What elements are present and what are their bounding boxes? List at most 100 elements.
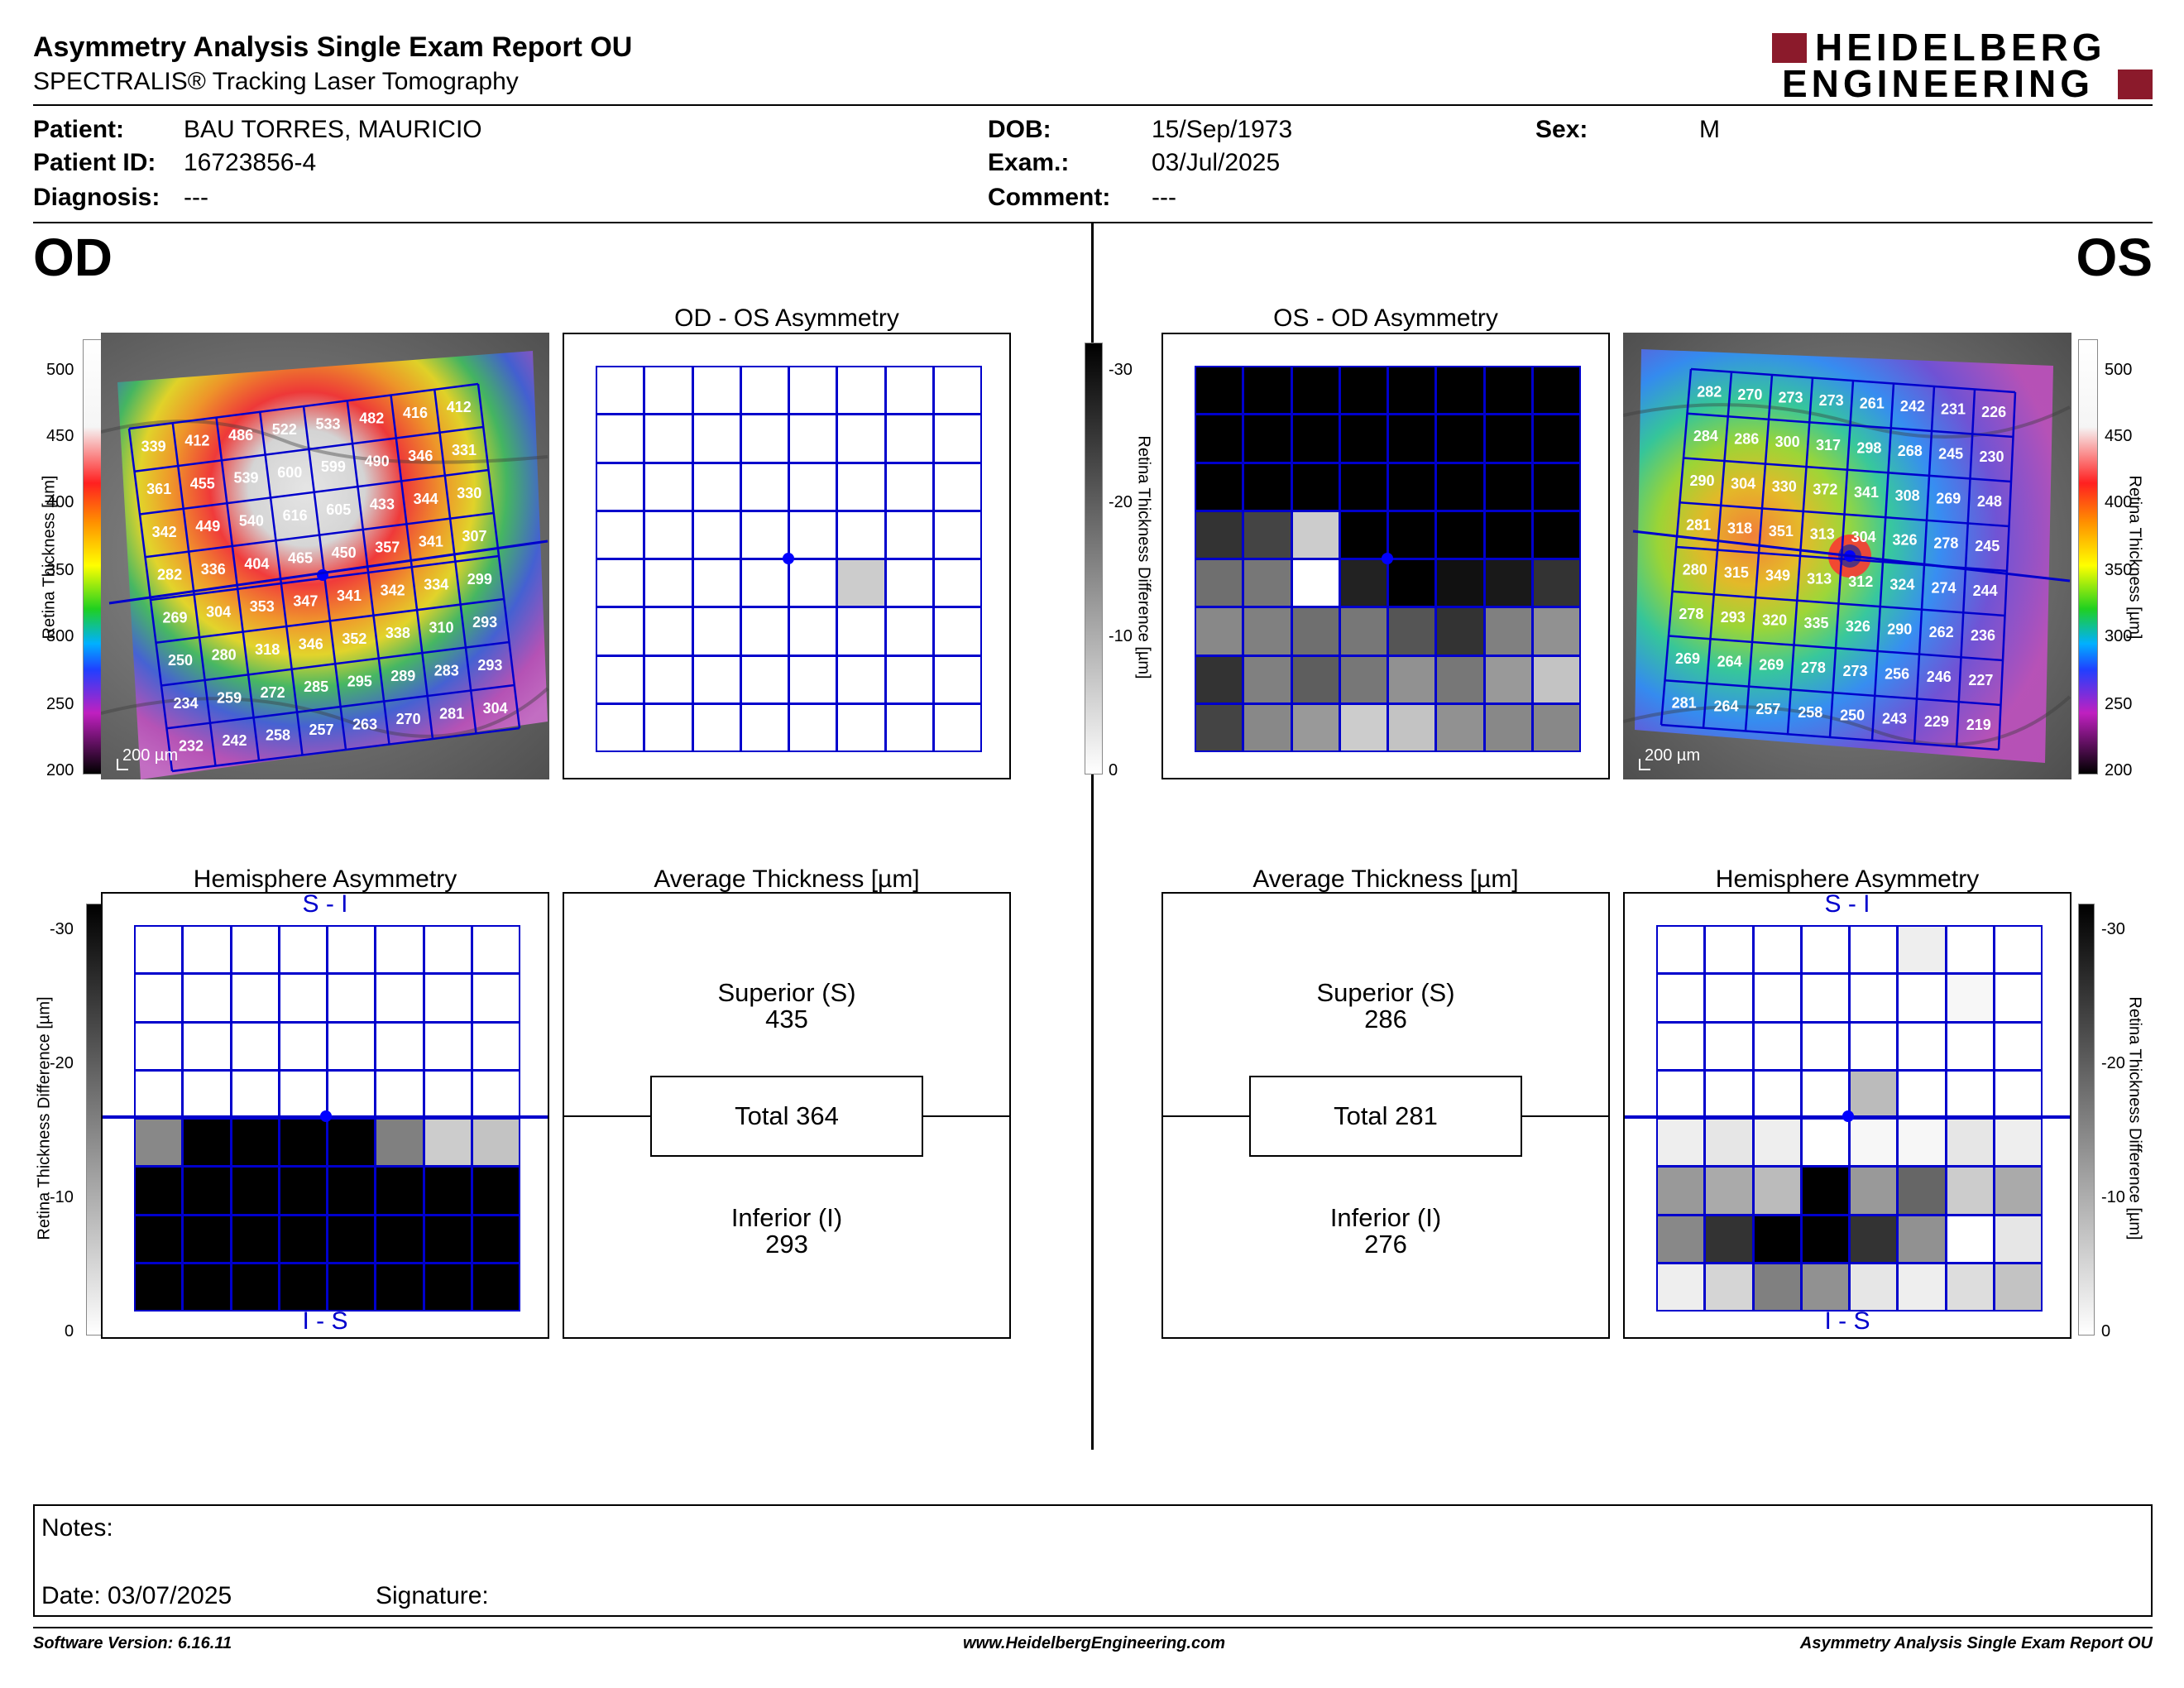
os-hemi-cell — [1704, 1021, 1754, 1071]
os-hemi-cell — [1993, 925, 2043, 975]
od-asym-cell — [788, 655, 838, 704]
sex-label: Sex: — [1535, 116, 1588, 143]
notes-date: Date: 03/07/2025 — [41, 1582, 232, 1609]
od-hemi-cell — [327, 1214, 376, 1264]
os-thickness-value: 317 — [1816, 437, 1841, 453]
od-hemi-cell — [375, 1214, 424, 1264]
patient-rule — [33, 222, 2153, 223]
os-asym-cell — [1531, 462, 1581, 511]
od-hemi-cell — [278, 925, 328, 975]
os-asym-cell — [1195, 510, 1244, 559]
od-thickness-value: 342 — [152, 524, 177, 540]
os-tick-350: 350 — [2105, 561, 2133, 579]
os-asym-cell — [1387, 366, 1437, 415]
od-thickness-grid — [127, 382, 521, 773]
od-avg-title: Average Thickness [µm] — [654, 866, 920, 893]
os-hemi-cell — [1993, 973, 2043, 1023]
od-asym-cell — [596, 607, 645, 656]
os-thickness-value: 349 — [1765, 568, 1790, 584]
os-thickness-value: 290 — [1887, 621, 1912, 638]
od-hemi-cell — [375, 1166, 424, 1216]
os-hemi-cell — [1897, 1118, 1947, 1168]
od-asym-cell — [644, 559, 693, 608]
od-asym-cell — [932, 414, 982, 463]
os-thickness-value: 278 — [1679, 606, 1703, 622]
od-thickness-value: 289 — [390, 668, 415, 684]
os-superior-value: 286 — [1364, 1005, 1407, 1033]
od-hemi-cell — [423, 1021, 472, 1071]
od-hemi-tick-30: -30 — [50, 920, 74, 938]
od-asym-cell — [932, 607, 982, 656]
os-thickness-value: 273 — [1819, 392, 1844, 409]
os-thickness-value: 281 — [1672, 695, 1697, 712]
od-asym-cell — [692, 655, 741, 704]
od-asym-cell — [644, 462, 693, 511]
od-hemi-cell — [375, 973, 424, 1023]
os-asym-cell — [1435, 703, 1485, 752]
os-thickness-value: 274 — [1932, 579, 1956, 596]
exam-value: 03/Jul/2025 — [1152, 149, 1281, 176]
os-thickness-value: 246 — [1927, 669, 1952, 685]
od-i-s-label: I - S — [302, 1307, 348, 1335]
os-hemi-cell — [1993, 1021, 2043, 1071]
od-hemi-cell — [134, 1262, 184, 1312]
os-thickness-value: 281 — [1686, 517, 1711, 534]
os-asym-fovea — [1382, 553, 1393, 564]
od-thickness-value: 455 — [190, 475, 215, 492]
os-thickness-value: 313 — [1810, 526, 1835, 543]
od-asym-cell — [644, 655, 693, 704]
comment-label: Comment: — [988, 184, 1111, 211]
os-thickness-value: 231 — [1941, 400, 1966, 417]
od-thickness-value: 339 — [141, 438, 166, 454]
os-hemi-cell — [1752, 1166, 1802, 1216]
os-asym-cell — [1435, 607, 1485, 656]
od-thickness-value: 490 — [365, 453, 390, 470]
od-hemi-title: Hemisphere Asymmetry — [193, 866, 457, 893]
od-scale-bar: 200 µm — [122, 746, 179, 765]
od-hemi-cell — [182, 1021, 232, 1071]
od-thickness-value: 600 — [277, 464, 302, 481]
diagnosis-value: --- — [184, 184, 208, 211]
os-thickness-value: 262 — [1929, 624, 1954, 640]
os-hemi-tick-0: 0 — [2101, 1322, 2111, 1340]
report-title: Asymmetry Analysis Single Exam Report OU — [33, 31, 633, 63]
os-tick-250: 250 — [2105, 695, 2133, 713]
footer-website[interactable]: www.HeidelbergEngineering.com — [963, 1634, 1226, 1652]
od-hemi-cell — [423, 1069, 472, 1119]
os-asym-cell — [1243, 366, 1292, 415]
patient-label: Patient: — [33, 116, 125, 143]
os-hemi-cell — [1800, 1069, 1850, 1119]
od-thickness-value: 336 — [201, 561, 226, 578]
od-thickness-value: 270 — [396, 711, 421, 727]
od-hemi-cell — [375, 1069, 424, 1119]
od-asym-cell — [788, 559, 838, 608]
os-asym-cell — [1387, 510, 1437, 559]
notes-box[interactable]: Notes: Date: 03/07/2025 Signature: — [33, 1504, 2153, 1617]
od-thickness-value: 540 — [239, 512, 264, 529]
od-asym-cell — [788, 366, 838, 415]
od-hemi-tick-0: 0 — [65, 1322, 74, 1340]
os-hemi-cell — [1945, 925, 1995, 975]
os-asym-cell — [1339, 414, 1388, 463]
os-asym-cell — [1387, 414, 1437, 463]
od-hemi-cell — [278, 1214, 328, 1264]
os-thickness-value: 261 — [1860, 395, 1885, 411]
od-asym-cell — [596, 366, 645, 415]
os-thickness-value: 280 — [1683, 561, 1707, 578]
od-asym-cell — [644, 414, 693, 463]
od-hemi-cell — [327, 1118, 376, 1168]
od-hemi-cell — [230, 1021, 280, 1071]
signature-label: Signature: — [376, 1582, 489, 1609]
os-asym-cell — [1483, 510, 1533, 559]
od-thickness-value: 338 — [386, 625, 410, 641]
od-thickness-value: 465 — [288, 550, 313, 567]
os-hemi-cell — [1752, 973, 1802, 1023]
os-inferior-label: Inferior (I) — [1329, 1203, 1442, 1232]
od-hemi-cell — [423, 1118, 472, 1168]
os-tick-400: 400 — [2105, 493, 2133, 511]
od-asym-cell — [740, 462, 789, 511]
os-asym-cell — [1435, 510, 1485, 559]
os-thickness-value: 245 — [1938, 445, 1963, 462]
od-hemi-cell — [230, 1118, 280, 1168]
od-thickness-value: 263 — [352, 717, 377, 733]
